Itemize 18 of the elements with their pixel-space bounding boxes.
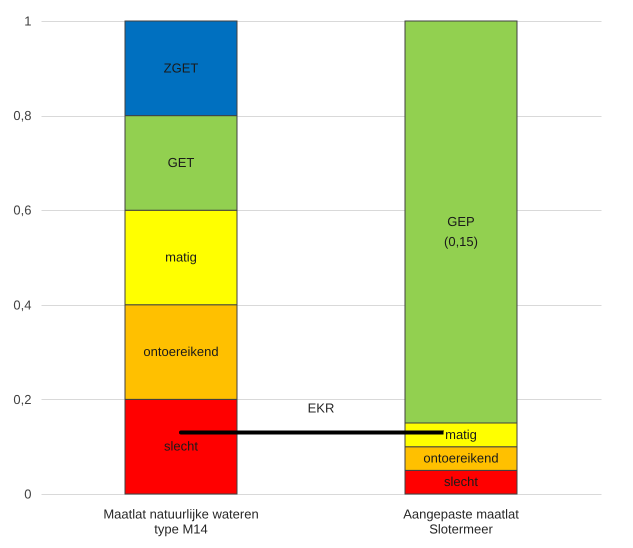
text: slecht bbox=[164, 438, 198, 454]
series-label: GET bbox=[168, 154, 194, 170]
y-tick-label: 0,6 bbox=[13, 202, 32, 218]
x-tick-label: Aangepaste maatlat Slotermeer bbox=[403, 506, 520, 536]
series-label: ZGET bbox=[164, 60, 198, 76]
y-tick-label: 0,8 bbox=[13, 108, 32, 124]
series-label: matig bbox=[445, 426, 477, 442]
series-label: ontoereikend bbox=[423, 450, 499, 466]
y-tick-label: 0,2 bbox=[13, 392, 32, 407]
x-tick-label: Maatlat natuurlijke wateren type M14 bbox=[103, 506, 259, 536]
y-tick-label: 1 bbox=[24, 14, 32, 28]
series-label: slecht bbox=[444, 474, 478, 490]
text: matig bbox=[165, 250, 197, 264]
y-tick-label: 0,4 bbox=[13, 297, 32, 312]
series-label: EKR bbox=[308, 400, 334, 416]
text: ontoereikend bbox=[143, 344, 219, 360]
y-tick-label: 0 bbox=[24, 486, 32, 502]
series-label: GEP (0,15) bbox=[444, 214, 478, 250]
